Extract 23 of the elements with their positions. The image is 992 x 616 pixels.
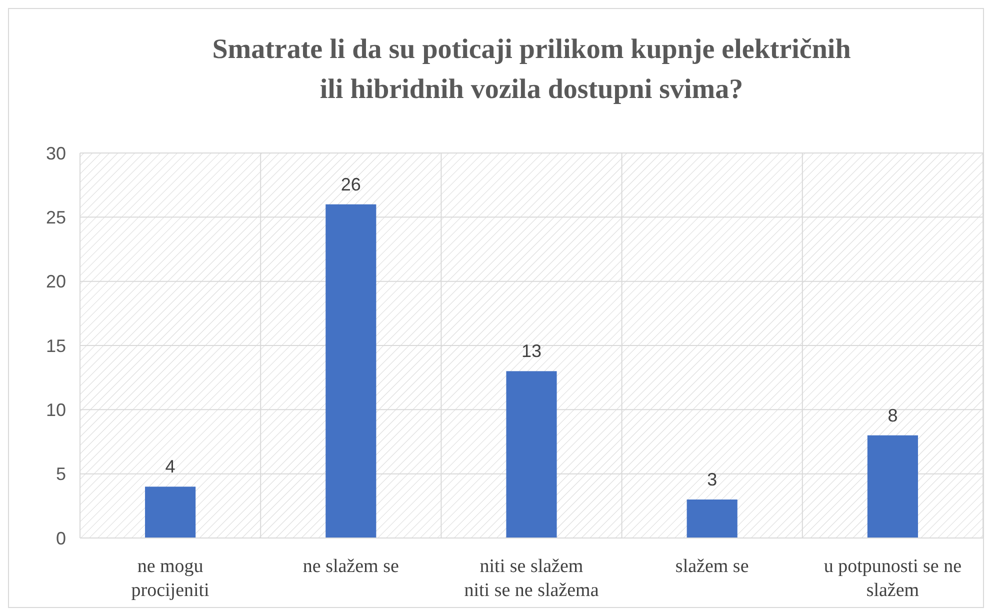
bar [326, 204, 376, 538]
y-tick-label: 0 [56, 528, 66, 548]
bar [867, 435, 918, 538]
bar [506, 371, 557, 538]
x-tick-label: niti se slažem niti se ne slažema [464, 556, 600, 601]
data-label: 3 [707, 470, 718, 490]
x-tick-label: u potpunosti se ne slažem [824, 556, 962, 601]
x-tick-label: ne mogu procijeniti [131, 556, 210, 601]
y-tick-label: 15 [46, 336, 66, 356]
y-tick-label: 30 [46, 143, 66, 164]
chart-title: Smatrate li da su poticaji prilikom kupnje električnih ili hibridnih vozila dostupni svima? [212, 34, 852, 105]
data-label: 26 [340, 174, 361, 194]
x-tick-label: slažem se [675, 556, 749, 577]
y-tick-label: 5 [56, 464, 66, 484]
y-tick-label: 25 [46, 207, 66, 228]
y-tick-label: 10 [46, 400, 66, 420]
data-label: 13 [521, 341, 542, 362]
bar [145, 486, 196, 538]
y-tick-label: 20 [46, 272, 66, 292]
data-label: 4 [165, 456, 176, 477]
x-tick-label: ne slažem se [302, 556, 399, 577]
bar [686, 500, 738, 538]
data-label: 8 [888, 405, 898, 426]
